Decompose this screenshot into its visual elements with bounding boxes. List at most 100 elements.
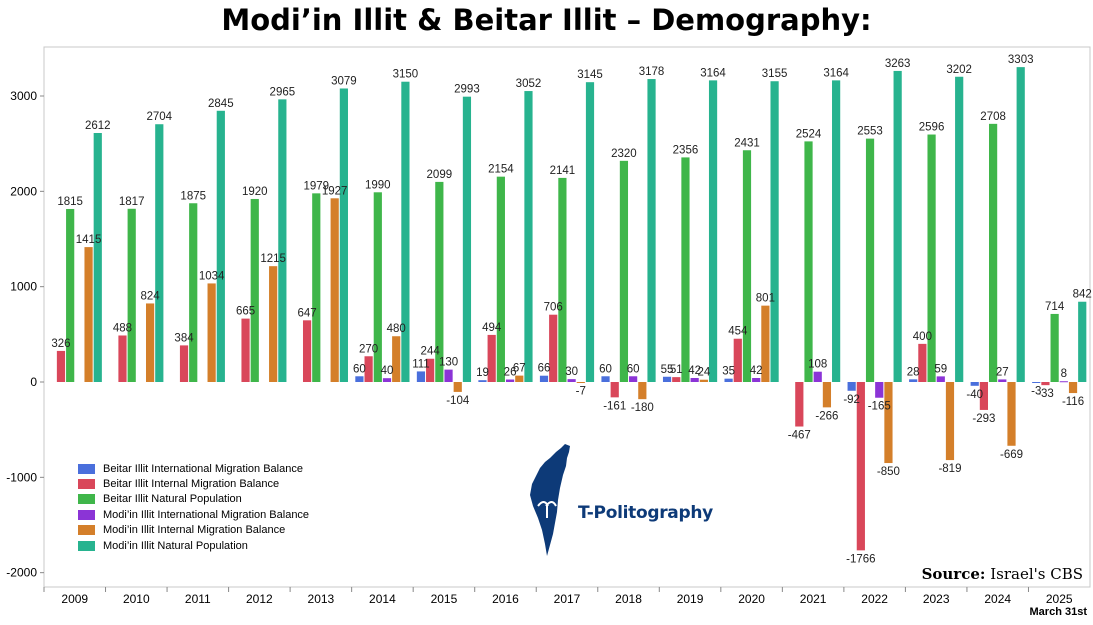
bar: [813, 371, 822, 382]
data-label: -266: [815, 410, 838, 422]
x-axis: 2009 2010 2011 2012 2013 2014 2015 2016 2017 2018…: [43, 587, 1073, 606]
legend-label: Beitar Illit Internal Migration Balance: [103, 478, 280, 491]
data-label: -3: [1031, 385, 1041, 397]
y-tick-label: 3000: [10, 89, 37, 103]
data-label: 2356: [673, 144, 699, 156]
y-tick-label: 2000: [10, 184, 37, 198]
bar: [638, 382, 647, 400]
legend-item: Beitar Illit Natural Population: [78, 492, 309, 507]
data-label: 2596: [919, 122, 945, 134]
bar: [1050, 313, 1059, 382]
data-label: 2524: [796, 128, 822, 140]
data-label: 706: [544, 302, 563, 314]
x-tick-label: 2018: [615, 592, 642, 606]
data-label: 19: [476, 367, 489, 379]
bar: [278, 99, 287, 382]
data-label: -104: [446, 395, 470, 407]
bar: [629, 376, 638, 382]
bar: [241, 318, 250, 382]
legend-swatch: [78, 540, 95, 551]
data-label: 824: [141, 290, 161, 302]
bar: [708, 80, 718, 382]
data-label: 1215: [260, 253, 286, 265]
data-label: 2320: [611, 148, 637, 160]
bar: [435, 181, 444, 382]
bar: [955, 76, 964, 382]
bar: [401, 81, 410, 382]
data-label: 2704: [146, 111, 172, 123]
data-label: 108: [808, 359, 827, 371]
bar: [856, 382, 865, 551]
bar: [1041, 382, 1050, 386]
bar: [312, 193, 321, 382]
bar: [302, 320, 312, 382]
bar: [515, 375, 524, 382]
data-label: 1979: [303, 180, 329, 192]
data-label: 1815: [57, 196, 83, 208]
legend-swatch: [78, 463, 95, 474]
data-label: 3263: [885, 58, 911, 70]
data-label: 67: [513, 363, 526, 375]
bar: [918, 343, 927, 382]
bar: [145, 303, 155, 382]
data-label: 494: [482, 322, 502, 334]
brand-name: T-Politography: [578, 503, 713, 523]
bar: [373, 192, 382, 382]
x-tick-label: 2021: [800, 592, 827, 606]
data-label: 1817: [119, 196, 145, 208]
data-label: 42: [750, 365, 763, 377]
data-label: 28: [907, 366, 920, 378]
x-tick-label: 2017: [554, 592, 581, 606]
chart-title: Modi’in Illit & Beitar Illit – Demograph…: [221, 3, 872, 37]
x-tick-label: 2012: [246, 592, 273, 606]
data-label: 454: [728, 326, 748, 338]
data-label: -7: [576, 386, 586, 398]
data-label: 270: [359, 343, 378, 355]
legend-label: Modi’in Illit International Migration Ba…: [103, 508, 310, 521]
data-label: 111: [412, 358, 429, 370]
bar: [339, 88, 348, 382]
legend-item: Beitar Illit Internal Migration Balance: [78, 476, 309, 491]
bar: [770, 81, 779, 382]
bar: [945, 382, 955, 461]
bar: [804, 141, 813, 382]
bar: [1016, 67, 1025, 383]
data-label: 3164: [823, 67, 849, 79]
data-label: 1927: [322, 185, 348, 197]
bar: [690, 377, 699, 382]
bar: [539, 375, 549, 382]
x-tick-label: 2009: [61, 592, 88, 606]
source-label: Source:: [921, 565, 986, 583]
data-label: 2708: [980, 111, 1006, 123]
data-label: 2099: [427, 169, 453, 181]
data-label: 1875: [180, 190, 206, 202]
data-label: 1415: [76, 234, 102, 246]
bar: [549, 314, 558, 382]
source-note: Source: Israel's CBS: [922, 565, 1083, 583]
bar: [505, 379, 515, 382]
bar: [66, 208, 75, 382]
x-tick-label: 2010: [123, 592, 150, 606]
y-tick-label: 1000: [10, 280, 37, 294]
y-tick-label: -2000: [6, 566, 37, 580]
data-label: 2965: [270, 86, 296, 98]
bar: [478, 380, 487, 382]
data-label: 801: [756, 293, 775, 305]
data-label: -850: [877, 466, 900, 478]
x-tick-label: 2022: [861, 592, 888, 606]
data-label: 3052: [516, 78, 542, 90]
bar: [207, 283, 216, 382]
data-label: 647: [297, 307, 316, 319]
bar: [250, 198, 259, 382]
bar: [355, 376, 364, 382]
x-tick-label: 2016: [492, 592, 519, 606]
data-label: 3155: [762, 68, 788, 80]
data-label: 244: [421, 346, 441, 358]
bars-layer: [56, 67, 1087, 551]
data-label: -819: [938, 463, 961, 475]
bar: [416, 371, 426, 382]
x-tick-label: 2011: [185, 592, 211, 606]
bar: [909, 379, 918, 382]
